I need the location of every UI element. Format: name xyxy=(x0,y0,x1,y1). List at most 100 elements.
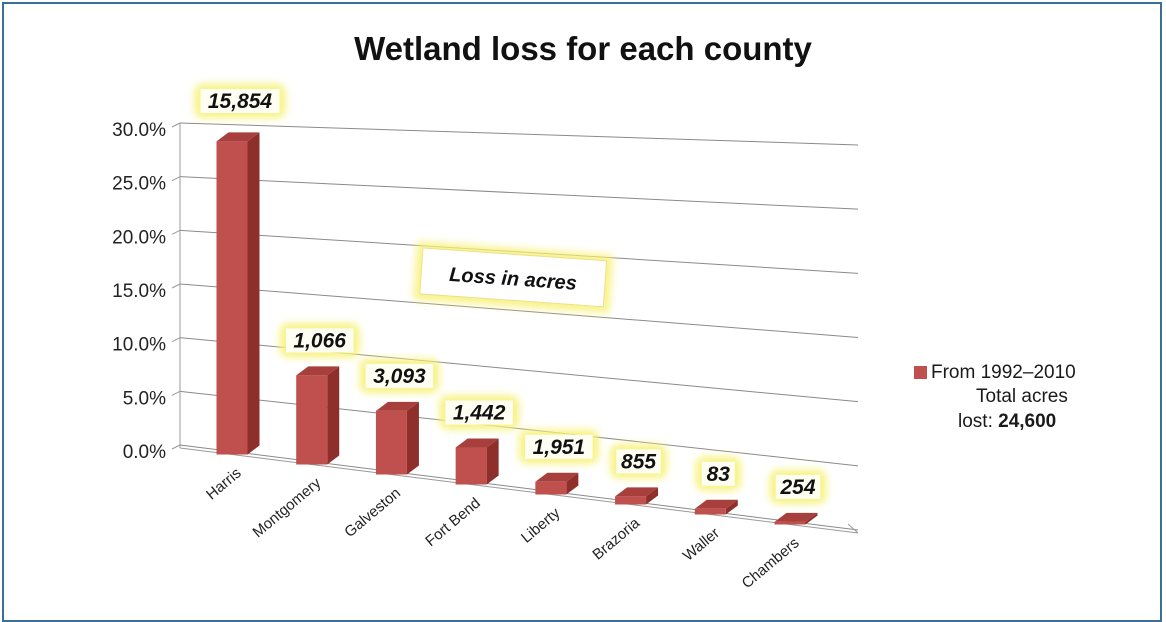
y-tick-label: 5.0% xyxy=(123,388,166,409)
x-tick-label: Brazoria xyxy=(589,514,643,563)
floor-front-edge xyxy=(179,447,859,534)
bar-harris xyxy=(216,132,260,455)
legend-swatch xyxy=(914,366,927,379)
bar-front xyxy=(615,496,647,505)
bar-front xyxy=(455,447,487,485)
data-label-text: 1,066 xyxy=(293,329,346,352)
gridline xyxy=(179,283,859,338)
x-tick-label: Harris xyxy=(203,465,245,504)
bar-liberty xyxy=(535,472,579,495)
data-label-background xyxy=(365,363,434,388)
data-label: 1,066 xyxy=(279,323,360,358)
bar-side xyxy=(805,512,818,525)
y-tick-label: 15.0% xyxy=(112,281,166,302)
bar-front xyxy=(535,481,567,495)
y-tick-mark xyxy=(171,390,181,396)
legend-entry: From 1992–2010 xyxy=(914,362,1076,384)
bar-top xyxy=(216,132,260,142)
bar-top xyxy=(694,499,738,509)
bar-waller xyxy=(694,499,738,515)
y-tick-label: 25.0% xyxy=(112,174,166,195)
bar-front xyxy=(694,508,726,515)
y-tick-mark xyxy=(171,122,181,128)
bar-side xyxy=(247,132,260,455)
y-tick-mark xyxy=(171,229,181,235)
legend-entry-label: From 1992–2010 xyxy=(931,362,1076,383)
data-label: 1,442 xyxy=(439,395,519,430)
data-label-text: 254 xyxy=(779,476,815,499)
gridline xyxy=(179,390,859,467)
x-tick-label: Galveston xyxy=(341,485,404,541)
data-label-background xyxy=(525,434,593,459)
y-tick-label: 10.0% xyxy=(112,335,166,356)
bar-top xyxy=(774,512,818,522)
bar-side xyxy=(486,438,499,485)
data-labels: 15,854 1,066 3,093 1,442 1,951 855 83 254 xyxy=(194,84,827,504)
y-tick-label: 30.0% xyxy=(112,120,166,141)
x-tick-label: Fort Bend xyxy=(422,495,483,550)
bar-montgomery xyxy=(296,366,340,465)
gridline xyxy=(179,176,859,210)
data-label: 855 xyxy=(610,444,667,479)
data-label-background xyxy=(701,461,735,486)
gridline xyxy=(179,444,859,531)
bar-side xyxy=(725,499,738,515)
bar-chambers xyxy=(774,512,818,525)
data-label-background xyxy=(200,89,280,113)
y-tick-label: 20.0% xyxy=(112,227,166,248)
data-label-background xyxy=(445,400,513,425)
data-label: 1,951 xyxy=(519,429,599,464)
bar-front xyxy=(774,521,806,525)
legend-total-value: 24,600 xyxy=(998,411,1057,432)
data-label: 254 xyxy=(769,469,827,504)
data-label: 83 xyxy=(695,456,741,491)
data-label-background xyxy=(616,449,661,474)
x-tick-label: Montgomery xyxy=(249,474,324,541)
x-tick-label: Liberty xyxy=(518,504,564,546)
legend-note-prefix: lost: xyxy=(958,411,999,432)
data-label-text: 3,093 xyxy=(373,365,426,388)
data-label-text: 855 xyxy=(621,450,656,473)
bar-top xyxy=(296,366,340,376)
y-tick-mark xyxy=(171,176,181,182)
bar-galveston xyxy=(375,401,419,475)
bar-side xyxy=(566,472,579,495)
legend-note-line2: lost: 24,600 xyxy=(958,409,1076,434)
bar-front xyxy=(296,375,328,465)
annotation-box: Loss in acres xyxy=(413,241,613,314)
x-tick-label: Waller xyxy=(680,525,723,565)
bar-front xyxy=(216,141,248,455)
bar-brazoria xyxy=(615,487,659,505)
y-tick-label: 0.0% xyxy=(123,442,166,463)
y-tick-mark xyxy=(171,337,181,343)
bar-top xyxy=(455,438,499,448)
legend: From 1992–2010 Total acres lost: 24,600 xyxy=(914,362,1076,434)
chart-title: Wetland loss for each county xyxy=(354,30,812,67)
data-label-text: 1,442 xyxy=(453,402,506,425)
data-label-background xyxy=(285,328,354,353)
data-label: 15,854 xyxy=(194,84,286,118)
y-tick-mark xyxy=(171,444,181,450)
bar-top xyxy=(535,472,579,482)
data-label: 3,093 xyxy=(359,358,440,393)
data-label-text: 15,854 xyxy=(208,90,273,113)
bar-top xyxy=(375,401,419,411)
bar-side xyxy=(406,401,419,475)
gridline xyxy=(179,122,859,146)
y-tick-mark xyxy=(171,283,181,289)
bar-fort-bend xyxy=(455,438,499,485)
floor-right-edge xyxy=(847,523,859,534)
annotation-background xyxy=(419,247,608,308)
bar-side xyxy=(327,366,340,465)
data-label-background xyxy=(775,474,821,499)
bar-front xyxy=(375,410,407,475)
bar-side xyxy=(646,487,659,505)
x-tick-label: Chambers xyxy=(739,535,803,593)
data-label-text: 83 xyxy=(707,463,731,486)
bar-top xyxy=(615,487,659,497)
bars xyxy=(216,132,818,525)
legend-note-line1: Total acres xyxy=(976,386,1068,407)
data-label-text: 1,951 xyxy=(533,436,586,459)
annotation-layer: Loss in acres xyxy=(413,241,613,314)
